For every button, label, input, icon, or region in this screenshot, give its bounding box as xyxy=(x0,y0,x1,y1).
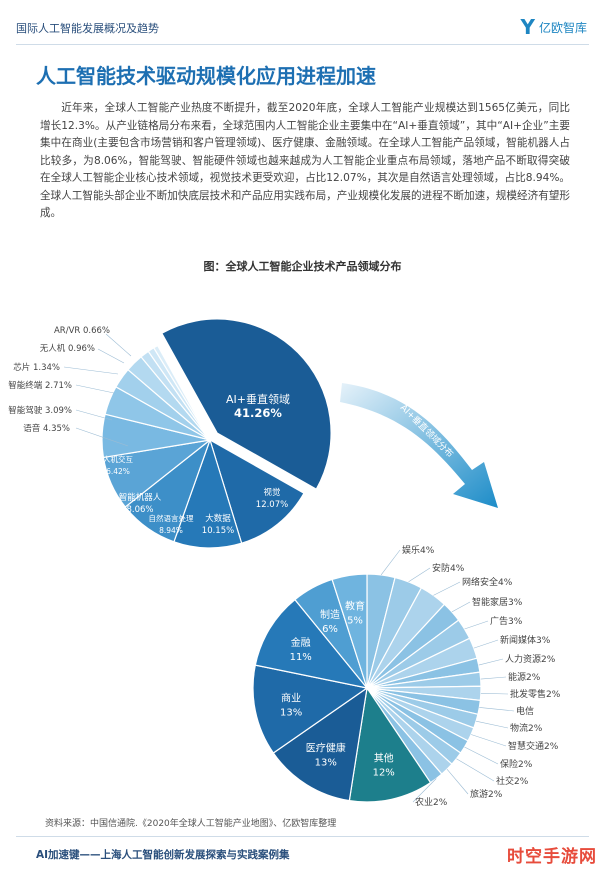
brand-logo: Y 亿欧智库 xyxy=(521,15,588,39)
vertical-pie-outer-label: 智能家居3% xyxy=(472,596,523,608)
header-title: 国际人工智能发展概况及趋势 xyxy=(16,22,159,35)
leader-line xyxy=(408,567,431,583)
vertical-pie-outer-label: 农业2% xyxy=(415,796,448,808)
leader-line xyxy=(479,707,515,712)
main-pie-value: 12.07% xyxy=(256,500,288,510)
main-pie-value: 41.26% xyxy=(234,406,282,420)
leader-line xyxy=(480,693,509,695)
vertical-pie-outer-label: 安防4% xyxy=(432,562,465,574)
vertical-pie-label: 制造 xyxy=(320,608,340,621)
vertical-pie-outer-label: 人力资源2% xyxy=(505,653,556,665)
vertical-pie-outer-label: 广告3% xyxy=(490,615,523,627)
vertical-pie-outer-label: 网络安全4% xyxy=(462,576,513,588)
footer-divider xyxy=(16,836,589,837)
vertical-pie-labels: 娱乐4% 安防4% 网络安全4% 智能家居3% 广告3% 新闻媒体3% 人力资源2% 能源2%… xyxy=(280,544,561,808)
vertical-pie-label: 医疗健康 xyxy=(306,742,346,755)
leader-line xyxy=(63,366,119,375)
main-pie-label: 视觉 xyxy=(263,487,281,498)
vertical-pie-label: 商业 xyxy=(281,692,301,705)
main-pie-label: 智能机器人 xyxy=(119,492,162,503)
leader-line xyxy=(75,427,129,447)
arrow-label: AI+垂直领域分布 xyxy=(398,402,456,460)
main-pie-outer-label: 无人机 0.96% xyxy=(40,343,95,354)
vertical-pie-slice xyxy=(272,686,368,802)
main-pie-outer-label: 智能驾驶 3.09% xyxy=(8,405,72,416)
leader-line xyxy=(380,549,401,576)
vertical-pie-slice xyxy=(254,598,369,689)
leader-line xyxy=(464,746,499,765)
main-pie-outer-label: AR/VR 0.66% xyxy=(54,326,110,336)
vertical-pie-slice xyxy=(252,664,369,754)
vertical-pie-value: 5% xyxy=(347,615,363,626)
leader-line xyxy=(480,676,507,680)
leader-line xyxy=(75,384,115,394)
main-pie-value: 10.15% xyxy=(202,526,234,536)
main-pie-value: 6.42% xyxy=(106,467,130,476)
vertical-pie-outer-label: 能源2% xyxy=(508,671,541,683)
flow-arrow: AI+垂直领域分布 xyxy=(340,383,498,508)
leader-line xyxy=(97,348,125,364)
vertical-pie-outer-label: 智慧交通2% xyxy=(508,740,559,752)
section-heading: 人工智能技术驱动规模化应用进程加速 xyxy=(36,64,376,88)
logo-icon: Y xyxy=(520,15,535,39)
leader-line xyxy=(464,620,489,630)
source-note: 资料来源：中国信通院.《2020年全球人工智能产业地图》、亿欧智库整理 xyxy=(45,819,337,829)
main-pie-label: 大数据 xyxy=(205,513,231,524)
arrow-shape xyxy=(340,383,498,508)
logo-text: 亿欧智库 xyxy=(538,20,587,35)
vertical-pie-outer-label: 批发零售2% xyxy=(510,688,561,700)
figure-title: 图：全球人工智能企业技术产品领域分布 xyxy=(203,260,402,273)
vertical-pie-outer-label: 保险2% xyxy=(500,758,533,770)
vertical-pie-label: 教育 xyxy=(345,599,365,612)
main-pie-outer-label: 芯片 1.34% xyxy=(13,362,60,373)
vertical-pie-value: 13% xyxy=(315,758,337,769)
main-pie-slice xyxy=(161,318,332,490)
vertical-pie-value: 11% xyxy=(290,652,312,663)
main-pie-outer-label: 智能终端 2.71% xyxy=(8,380,72,391)
leader-line xyxy=(473,639,499,649)
vertical-pie-value: 6% xyxy=(322,624,338,635)
vertical-pie xyxy=(252,573,482,803)
main-pie-outer-label: 语音 4.35% xyxy=(23,423,70,434)
main-pie-label: 人机交互 xyxy=(103,454,133,464)
vertical-pie-label: 金融 xyxy=(291,636,311,649)
main-pie xyxy=(101,318,332,549)
vertical-pie-outer-label: 物流2% xyxy=(510,722,543,734)
page-header: 国际人工智能发展概况及趋势 Y 亿欧智库 xyxy=(0,0,605,58)
main-pie-label: AI+垂直领域 xyxy=(226,392,290,406)
main-pie-label: 自然语言处理 xyxy=(149,513,194,523)
vertical-pie-outer-label: 社交2% xyxy=(496,775,529,787)
vertical-pie-value: 12% xyxy=(373,768,395,779)
vertical-pie-outer-label: 电信 xyxy=(516,705,534,717)
leader-line xyxy=(478,658,504,666)
watermark: 时空手游网 xyxy=(507,847,597,867)
page-footer: AI加速键——上海人工智能创新发展探索与实践案例集 xyxy=(36,849,290,861)
vertical-pie-slice xyxy=(331,573,368,689)
leader-line xyxy=(446,769,469,795)
leader-line xyxy=(476,720,509,729)
leader-line xyxy=(451,601,471,613)
vertical-pie-outer-label: 娱乐4% xyxy=(402,544,435,556)
leader-line xyxy=(75,409,113,421)
leader-line xyxy=(412,778,437,803)
vertical-pie-value: 13% xyxy=(280,708,302,719)
vertical-pie-label: 其他 xyxy=(374,752,394,765)
body-paragraph: 近年来，全球人工智能产业热度不断提升，截至2020年底，全球人工智能产业规模达到… xyxy=(40,102,570,219)
vertical-pie-outer-label: 新闻媒体3% xyxy=(500,634,551,646)
main-pie-value: 8.94% xyxy=(159,526,183,535)
leader-line xyxy=(456,758,495,782)
leader-line xyxy=(471,734,507,747)
vertical-pie-outer-label: 旅游2% xyxy=(470,788,503,800)
leader-line xyxy=(433,581,461,596)
leader-line xyxy=(105,333,132,357)
main-pie-slice xyxy=(208,438,305,545)
vertical-pie-slice xyxy=(348,686,432,803)
header-divider xyxy=(16,44,589,45)
main-pie-value: 8.06% xyxy=(126,505,153,515)
main-pie-slice xyxy=(152,344,211,441)
